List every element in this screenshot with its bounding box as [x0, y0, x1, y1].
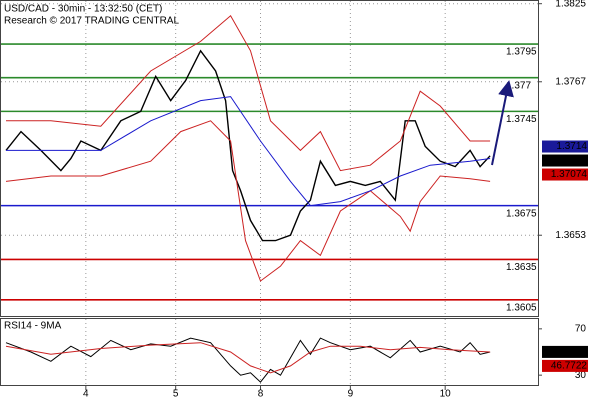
- y-tick-label: 1.3767: [555, 76, 586, 87]
- rsi-title: RSI14 - 9MA: [4, 321, 62, 332]
- price-box-label: 46.7722: [551, 361, 588, 372]
- x-tick-label: 5: [173, 389, 179, 400]
- x-tick-label: 10: [440, 389, 452, 400]
- price-box: [542, 359, 588, 372]
- x-tick-label: 4: [83, 389, 89, 400]
- x-tick-label: 8: [258, 389, 264, 400]
- x-tick-label: 9: [348, 389, 354, 400]
- level-label-bg: [503, 113, 537, 126]
- level-label: 1.3675: [506, 208, 537, 219]
- series-line: [5, 337, 491, 383]
- series-line: [5, 342, 491, 374]
- series-line: [5, 120, 491, 282]
- chart-title: USD/CAD - 30min - 13:32:50 (CET): [4, 4, 162, 15]
- price-box: [542, 154, 588, 167]
- price-box: [542, 345, 588, 358]
- level-label-bg: [503, 261, 537, 274]
- rsi-panel: [0, 318, 539, 386]
- level-label: 1.3635: [506, 262, 537, 273]
- series-line: [5, 49, 491, 242]
- y-tick-label: 30: [575, 370, 587, 381]
- level-label-bg: [503, 301, 537, 314]
- y-tick-label: 1.3653: [555, 230, 586, 241]
- y-tick-label: 70: [575, 323, 587, 334]
- level-label: 1.3795: [506, 47, 537, 58]
- y-tick-label: 1.3825: [555, 0, 586, 9]
- forecast-arrow: [491, 80, 514, 166]
- price-box: [542, 140, 588, 153]
- level-label: 1.3745: [506, 114, 537, 125]
- series-line: [6, 96, 491, 207]
- price-box-label: 1.37085: [551, 155, 588, 166]
- level-label-bg: [503, 207, 537, 220]
- price-box: [542, 168, 588, 181]
- series-line: [6, 15, 491, 172]
- price-box-label: 1.37074: [551, 169, 588, 180]
- level-label-bg: [503, 46, 537, 59]
- level-label: 1.377: [506, 80, 531, 91]
- price-panel: [0, 0, 539, 317]
- level-label: 1.3605: [506, 302, 537, 313]
- price-box-label: 1.3714: [556, 141, 587, 152]
- chart-subtitle: Research © 2017 TRADING CENTRAL: [4, 16, 179, 27]
- price-box-label: 50.0814: [551, 347, 588, 358]
